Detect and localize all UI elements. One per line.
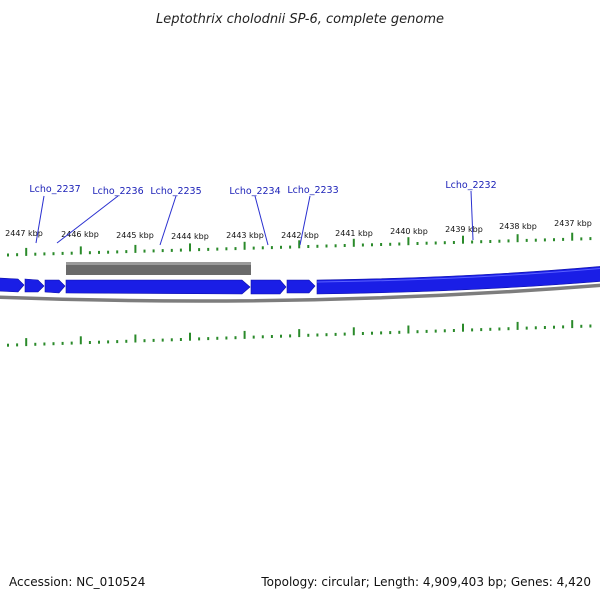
kbp-label: 2444 kbp [171, 232, 209, 241]
leader-line [35, 195, 45, 244]
genome-summary-text: Topology: circular; Length: 4,909,403 bp… [260, 575, 591, 589]
feature-bar [66, 262, 251, 275]
scale-ticks-top [7, 232, 592, 257]
scale-ticks-bottom [7, 320, 592, 347]
kbp-label: 2446 kbp [61, 230, 99, 239]
leader-line [254, 195, 269, 246]
gene-arrow[interactable] [316, 266, 600, 295]
gene-label[interactable]: Lcho_2235 [150, 186, 201, 197]
gene-label[interactable]: Lcho_2236 [92, 186, 143, 197]
feature-bar-highlight [66, 262, 251, 265]
gene-track [0, 266, 600, 295]
gene-arrow-shine [316, 267, 600, 283]
gene-arrow[interactable] [44, 279, 66, 294]
gene-label[interactable]: Lcho_2233 [287, 185, 338, 196]
kbp-label: 2447 kbp [5, 229, 43, 238]
kbp-label: 2441 kbp [335, 229, 373, 238]
kbp-label: 2443 kbp [226, 231, 264, 240]
leader-line [159, 195, 177, 246]
leader-line [56, 195, 119, 244]
kbp-label: 2439 kbp [445, 225, 483, 234]
gene-leaders [35, 190, 474, 246]
gene-arrow[interactable] [286, 279, 316, 294]
gene-arrow[interactable] [0, 277, 25, 293]
leader-line [299, 195, 311, 246]
gene-arrow[interactable] [65, 279, 251, 295]
gene-label[interactable]: Lcho_2232 [445, 180, 496, 191]
kbp-label: 2442 kbp [281, 231, 319, 240]
kbp-labels: 2447 kbp 2446 kbp 2445 kbp 2444 kbp 2443… [5, 219, 592, 241]
gene-label[interactable]: Lcho_2234 [229, 186, 280, 197]
kbp-label: 2438 kbp [499, 222, 537, 231]
kbp-label: 2440 kbp [390, 227, 428, 236]
genome-backbone [0, 283, 600, 303]
kbp-label: 2437 kbp [554, 219, 592, 228]
accession-text: Accession: NC_010524 [9, 575, 145, 589]
gene-label[interactable]: Lcho_2237 [29, 184, 80, 195]
gene-arrow[interactable] [24, 278, 45, 293]
gene-labels: Lcho_2237 Lcho_2236 Lcho_2235 Lcho_2234 … [29, 180, 496, 197]
kbp-label: 2445 kbp [116, 231, 154, 240]
gene-arrow[interactable] [250, 279, 287, 295]
map-title: Leptothrix cholodnii SP-6, complete geno… [156, 12, 444, 27]
leader-line [470, 190, 474, 241]
